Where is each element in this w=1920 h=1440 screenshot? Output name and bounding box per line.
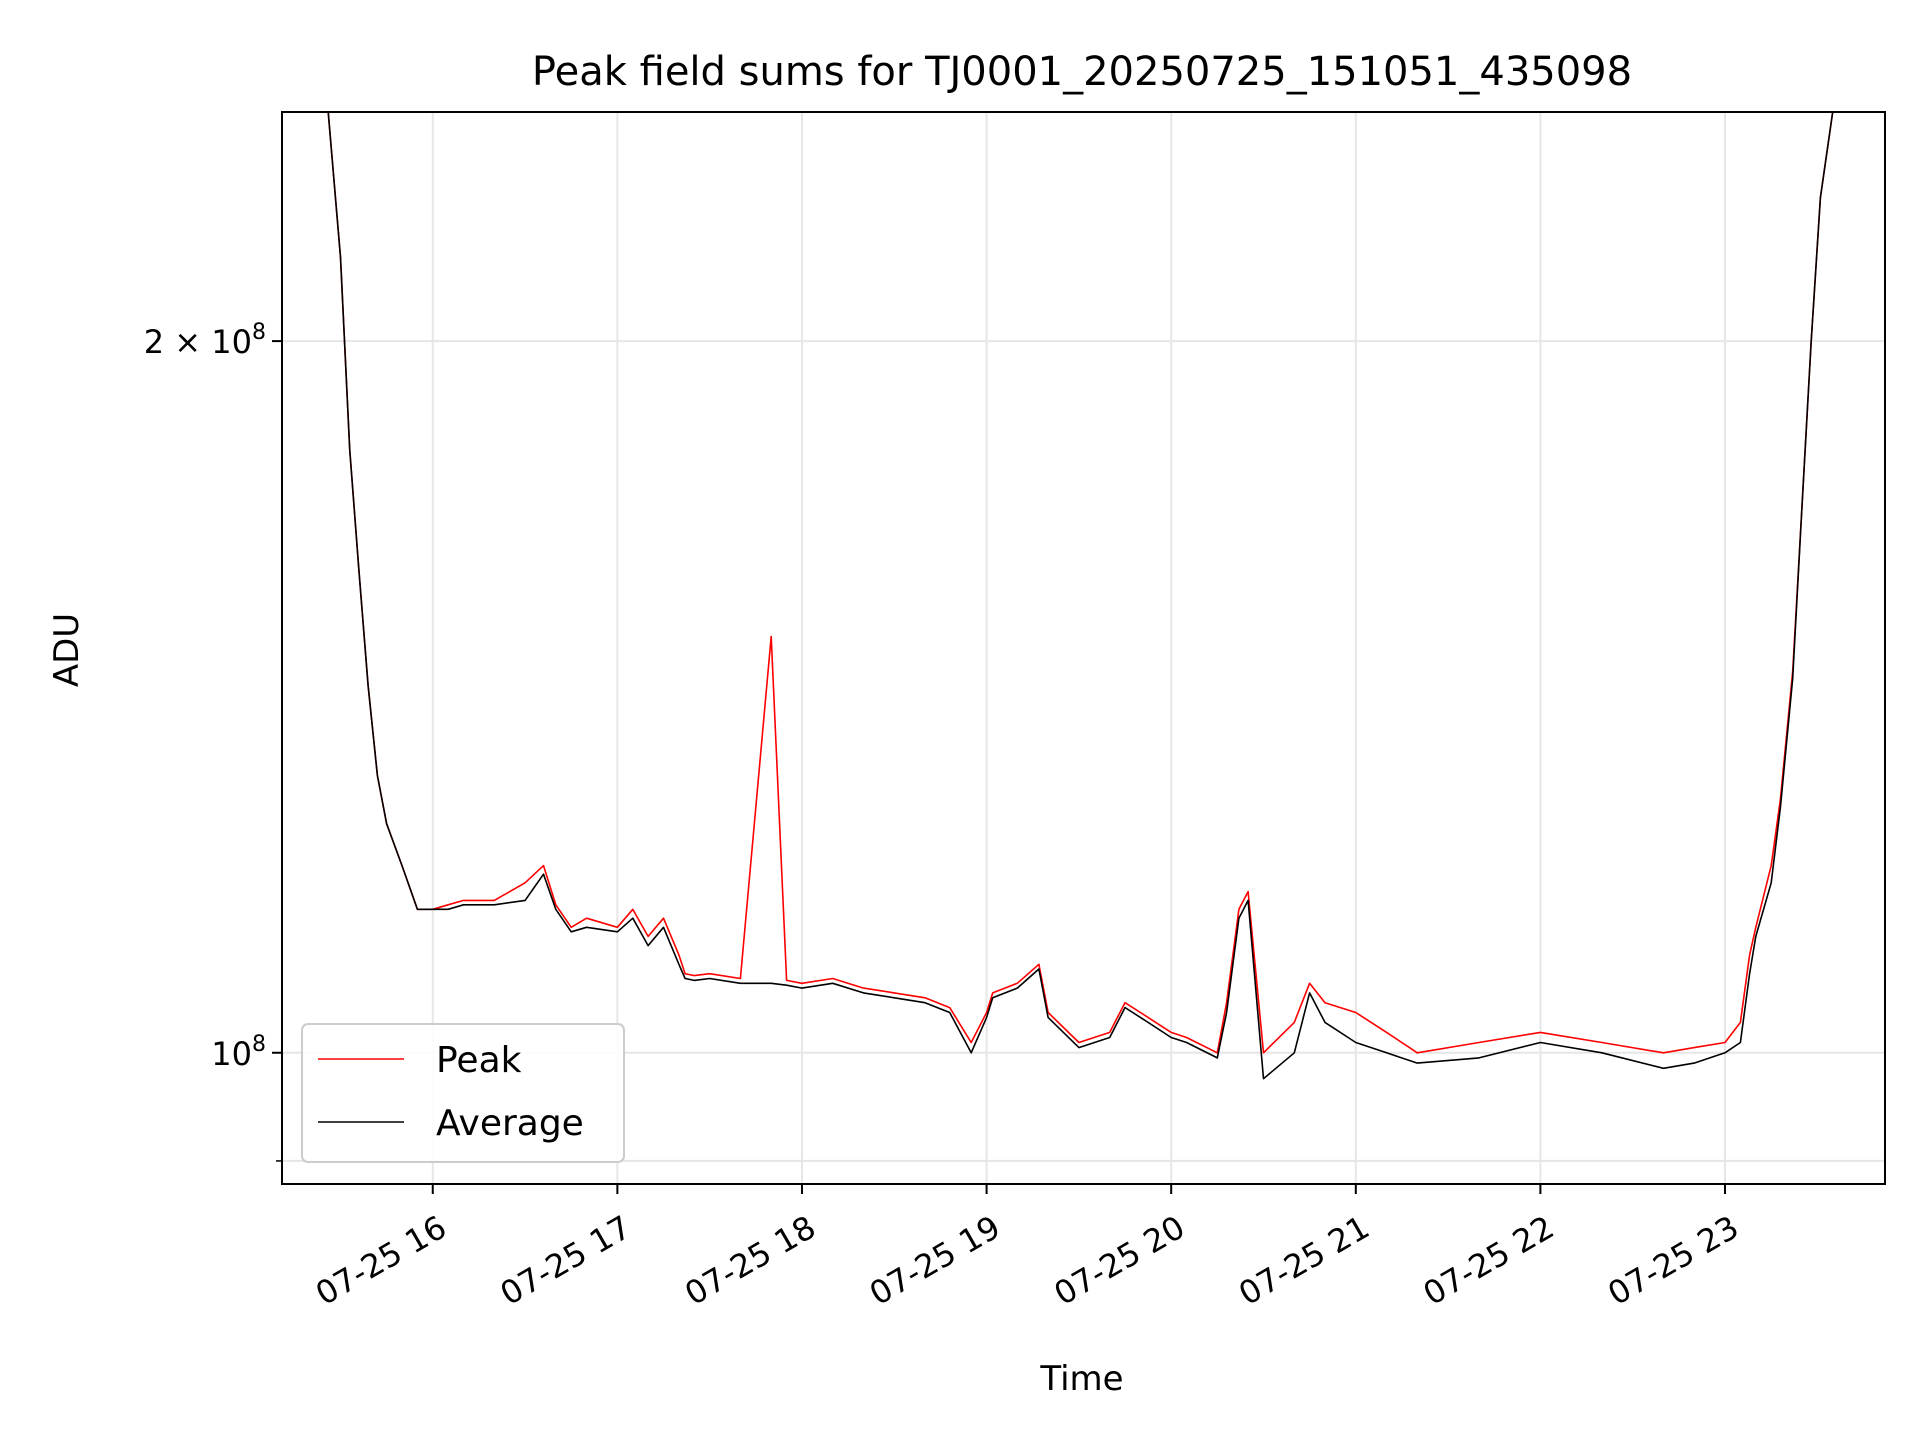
chart-title: Peak field sums for TJ0001_20250725_1510… <box>532 49 1632 95</box>
x-tick-label: 07-25 21 <box>1232 1208 1376 1313</box>
series-line-average <box>327 111 1834 1080</box>
y-tick-label: 2 × 108 <box>144 320 266 361</box>
x-tick-label: 07-25 23 <box>1601 1208 1745 1313</box>
legend-label-peak: Peak <box>436 1040 522 1081</box>
plot-frame <box>281 111 1886 1185</box>
x-tick-label: 07-25 20 <box>1048 1208 1192 1313</box>
legend-label-average: Average <box>436 1103 584 1144</box>
x-axis-label: Time <box>1039 1359 1123 1399</box>
legend: Peak Average <box>301 1023 625 1163</box>
x-ticks: 07-25 16 07-25 17 07-25 18 07-25 19 07-25 20… <box>309 1184 1745 1313</box>
x-tick-label: 07-25 17 <box>494 1208 638 1313</box>
y-tick-label: 108 <box>211 1032 266 1073</box>
x-tick-label: 07-25 18 <box>678 1208 822 1313</box>
x-tick-label: 07-25 16 <box>309 1208 453 1313</box>
series-line-peak <box>327 111 1834 1054</box>
x-tick-label: 07-25 22 <box>1417 1208 1561 1313</box>
x-tick-label: 07-25 19 <box>863 1208 1007 1313</box>
y-ticks: 108 2 × 108 <box>144 320 282 1162</box>
series-layer <box>327 111 1834 1080</box>
y-axis-label: ADU <box>47 613 87 687</box>
